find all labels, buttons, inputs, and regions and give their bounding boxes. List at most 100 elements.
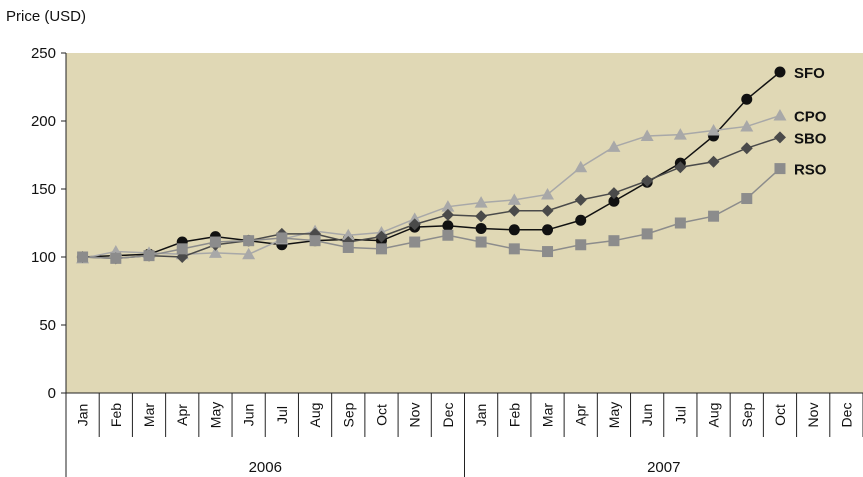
series-line-sbo	[82, 136, 781, 260]
y-axis-title: Price (USD)	[6, 8, 87, 25]
x-tick-label: Dec	[440, 403, 456, 428]
series-label-sbo: SBO	[794, 130, 827, 147]
data-point-rso	[442, 229, 454, 241]
data-point-cpo	[640, 129, 654, 141]
series-label-sfo: SFO	[794, 65, 825, 82]
x-tick-label: Oct	[373, 404, 389, 426]
x-tick-label: Jul	[274, 406, 290, 424]
y-tick-label: 250	[31, 45, 56, 62]
data-point-cpo	[607, 140, 621, 152]
data-point-cpo	[242, 247, 256, 260]
x-tick-label: Aug	[307, 403, 323, 428]
data-point-sbo	[508, 204, 521, 217]
data-point-rso	[608, 235, 620, 247]
data-point-sfo	[608, 195, 620, 207]
data-point-cpo	[507, 193, 521, 205]
x-tick-label: Nov	[407, 403, 423, 428]
x-tick-label: Jun	[241, 404, 257, 427]
data-point-sbo	[475, 210, 488, 223]
data-point-sbo	[541, 204, 554, 217]
series-label-rso: RSO	[794, 162, 827, 179]
series-line-sfo	[82, 71, 781, 258]
data-point-rso	[276, 232, 288, 244]
data-point-cpo	[740, 119, 754, 132]
data-point-rso	[143, 250, 155, 262]
y-tick-label: 150	[31, 181, 56, 198]
data-point-sfo	[475, 222, 487, 234]
data-point-sfo	[774, 66, 786, 78]
data-point-rso	[708, 210, 720, 222]
data-point-cpo	[474, 196, 488, 208]
data-point-cpo	[707, 124, 721, 136]
data-point-cpo	[408, 212, 422, 224]
data-point-cpo	[541, 187, 555, 200]
data-point-sfo	[741, 93, 753, 105]
x-tick-label: Sep	[340, 402, 356, 427]
data-point-sfo	[575, 214, 587, 226]
x-tick-label: Oct	[772, 404, 788, 426]
data-point-rso	[309, 235, 321, 247]
data-point-cpo	[673, 128, 687, 140]
data-point-sbo	[740, 142, 753, 155]
y-tick-label: 200	[31, 113, 56, 130]
x-tick-label: Jan	[75, 404, 91, 427]
x-tick-label: Jun	[639, 404, 655, 427]
x-tick-label: Sep	[739, 402, 755, 427]
data-point-rso	[674, 217, 686, 229]
data-point-sbo	[707, 155, 720, 168]
y-tick-label: 50	[39, 317, 56, 334]
data-point-rso	[342, 241, 354, 253]
series-line-rso	[82, 168, 781, 260]
x-tick-label: Jul	[672, 406, 688, 424]
x-tick-label: Mar	[141, 403, 157, 427]
data-point-sfo	[442, 220, 454, 232]
x-tick-label: May	[207, 402, 223, 428]
data-point-sbo	[607, 187, 620, 200]
data-point-rso	[176, 243, 188, 255]
data-point-rso	[575, 239, 587, 251]
data-point-sfo	[542, 224, 554, 236]
data-point-sbo	[408, 218, 421, 231]
data-point-rso	[641, 228, 653, 240]
x-tick-label: Jan	[473, 404, 489, 427]
data-point-rso	[409, 236, 421, 248]
data-point-cpo	[208, 246, 222, 258]
data-point-sbo	[441, 208, 454, 221]
x-tick-label: Dec	[838, 403, 854, 428]
data-point-cpo	[441, 200, 455, 212]
plot-area	[66, 53, 863, 393]
y-tick-label: 100	[31, 249, 56, 266]
x-tick-label: Apr	[174, 404, 190, 426]
y-tick-label: 0	[48, 385, 56, 402]
x-tick-label: May	[606, 402, 622, 428]
data-point-rso	[542, 246, 554, 258]
data-point-rso	[110, 252, 122, 264]
x-tick-label: Aug	[706, 403, 722, 428]
year-label: 2006	[249, 459, 282, 476]
data-point-sbo	[773, 131, 786, 144]
x-tick-label: Nov	[805, 403, 821, 428]
data-point-rso	[508, 243, 520, 255]
data-point-sfo	[508, 224, 520, 236]
data-point-rso	[375, 243, 387, 255]
data-point-rso	[774, 163, 786, 175]
data-point-cpo	[341, 228, 355, 241]
data-point-cpo	[773, 109, 787, 121]
series-line-cpo	[82, 114, 781, 260]
data-point-sbo	[674, 161, 687, 174]
x-tick-label: Feb	[108, 403, 124, 427]
data-point-rso	[77, 251, 89, 263]
data-point-cpo	[574, 160, 588, 173]
data-point-sbo	[641, 174, 654, 187]
data-point-sbo	[574, 193, 587, 206]
data-point-rso	[741, 193, 753, 205]
x-tick-label: Apr	[573, 404, 589, 426]
data-point-rso	[475, 236, 487, 248]
year-label: 2007	[647, 459, 680, 476]
x-tick-label: Feb	[506, 403, 522, 427]
data-point-sbo	[375, 230, 388, 243]
series-label-cpo: CPO	[794, 109, 827, 126]
data-point-rso	[209, 236, 221, 248]
data-point-rso	[243, 235, 255, 247]
